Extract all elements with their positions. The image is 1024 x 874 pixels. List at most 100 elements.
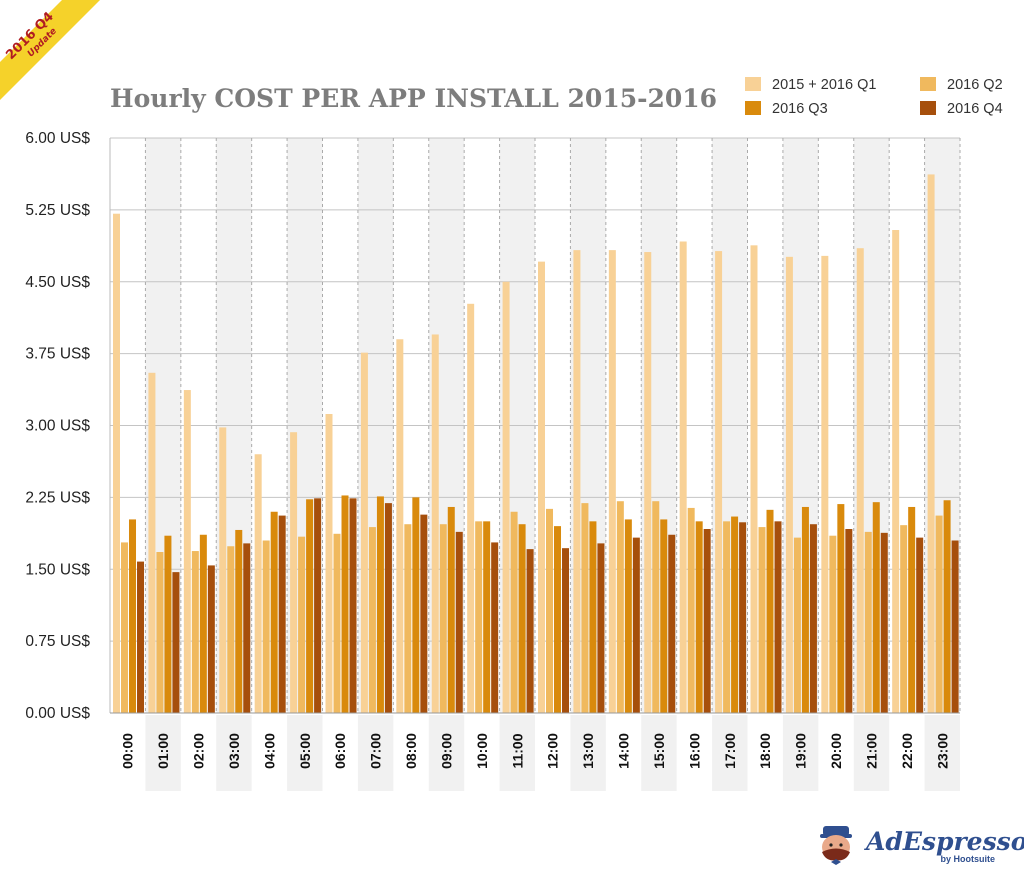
bar-2015-2016-q1-1900 [785, 256, 793, 713]
bar-2015-2016-q1-1800 [750, 245, 758, 714]
bar-2016-q2-0200 [191, 551, 199, 713]
y-tick-label: 3.75 US$ [25, 346, 90, 363]
bar-2015-2016-q1-2200 [892, 230, 900, 713]
bar-2016-q3-2100 [872, 502, 880, 713]
bar-2015-2016-q1-1100 [502, 281, 510, 713]
legend-swatch [745, 77, 761, 91]
bar-2016-q4-1600 [703, 529, 711, 713]
bar-2016-q2-0600 [333, 533, 341, 713]
x-tick-label: 12:00 [545, 733, 561, 769]
bar-2016-q2-1100 [510, 511, 518, 713]
y-tick-label: 0.75 US$ [25, 633, 90, 650]
bar-2015-2016-q1-0600 [325, 414, 333, 713]
x-tick-label: 05:00 [297, 733, 313, 769]
y-tick-label: 2.25 US$ [25, 489, 90, 506]
bar-2015-2016-q1-1700 [715, 251, 723, 714]
update-banner: 2016 Q4 Update [0, 0, 100, 100]
bar-2016-q3-1500 [660, 519, 668, 713]
bar-2016-q3-1400 [624, 519, 632, 713]
bar-2015-2016-q1-0100 [148, 372, 156, 713]
label-band-shade [570, 715, 606, 791]
label-band-shade [499, 715, 535, 791]
bar-2015-2016-q1-0900 [431, 334, 439, 713]
legend-swatch [745, 101, 761, 115]
x-tick-label: 02:00 [191, 733, 207, 769]
label-band-shade [428, 715, 465, 791]
logo-text: AdEspresso [864, 827, 1024, 856]
legend-label: 2016 Q4 [947, 101, 1003, 117]
label-band-shade [287, 715, 323, 791]
x-tick-label: 03:00 [226, 733, 242, 769]
bar-2015-2016-q1-2300 [927, 174, 935, 713]
x-tick-label: 23:00 [934, 733, 950, 769]
bar-2016-q3-0300 [235, 529, 243, 713]
bar-2016-q4-2200 [916, 537, 924, 713]
bar-2016-q3-0600 [341, 495, 349, 713]
bar-2016-q4-0900 [455, 531, 463, 713]
logo-subtext: by Hootsuite [940, 854, 995, 864]
adespresso-logo: AdEspresso by Hootsuite [820, 826, 1024, 865]
bar-2016-q4-1800 [774, 521, 782, 713]
bar-2016-q2-1000 [475, 521, 483, 713]
bar-2016-q2-1600 [687, 507, 695, 713]
bar-2016-q4-0600 [349, 498, 357, 713]
bar-2016-q2-0100 [156, 552, 164, 713]
bar-2015-2016-q1-0200 [183, 390, 191, 713]
bar-2016-q4-2000 [845, 529, 853, 713]
x-tick-label: 16:00 [686, 733, 702, 769]
legend-label: 2015 + 2016 Q1 [772, 77, 876, 93]
label-band-shade [641, 715, 677, 791]
bar-2016-q2-1500 [652, 501, 660, 713]
bar-2016-q2-2100 [864, 531, 872, 713]
x-tick-label: 01:00 [155, 733, 171, 769]
x-tick-label: 15:00 [651, 733, 667, 769]
bar-2016-q4-0100 [172, 572, 180, 713]
bar-2016-q3-1900 [801, 506, 809, 713]
bar-2016-q2-0000 [121, 542, 129, 713]
bar-2015-2016-q1-1600 [679, 241, 687, 713]
bar-2016-q4-0700 [384, 503, 392, 713]
x-tick-label: 18:00 [757, 733, 773, 769]
bar-2016-q3-1200 [554, 526, 562, 713]
bar-2016-q4-1400 [632, 537, 640, 713]
label-band-shade [357, 715, 394, 791]
bar-2015-2016-q1-2100 [856, 248, 864, 714]
bar-2016-q2-0500 [298, 536, 306, 713]
bar-2016-q2-1300 [581, 503, 589, 713]
bar-2016-q4-0000 [137, 561, 145, 713]
bar-2015-2016-q1-0400 [254, 454, 262, 713]
bar-2016-q4-1200 [562, 548, 570, 713]
y-tick-label: 6.00 US$ [25, 130, 90, 147]
y-tick-label: 4.50 US$ [25, 274, 90, 291]
bar-2016-q3-1700 [731, 516, 739, 713]
bar-2016-q2-0800 [404, 524, 412, 713]
x-tick-label: 22:00 [899, 733, 915, 769]
bar-2015-2016-q1-0700 [360, 352, 368, 713]
label-band-shade [216, 715, 252, 791]
x-tick-label: 08:00 [403, 733, 419, 769]
legend-item: 2016 Q3 [745, 101, 828, 117]
bar-2016-q2-1900 [793, 537, 801, 713]
x-tick-label: 11:00 [509, 733, 525, 768]
x-tick-label: 09:00 [438, 733, 454, 769]
label-band-shade [145, 715, 181, 791]
bar-2016-q4-2300 [951, 540, 959, 713]
bar-2016-q2-1700 [723, 521, 731, 713]
bar-2015-2016-q1-0800 [396, 339, 404, 713]
bar-2016-q2-0900 [439, 524, 447, 713]
label-band-shade [782, 715, 819, 791]
label-band-shade [924, 715, 960, 791]
legend-label: 2016 Q3 [772, 101, 828, 117]
y-tick-label: 0.00 US$ [25, 705, 90, 722]
bar-2015-2016-q1-1400 [608, 250, 616, 713]
bar-2016-q3-2000 [837, 504, 845, 713]
bar-2016-q2-1200 [546, 508, 554, 713]
bar-2016-q4-0200 [207, 565, 215, 713]
bar-2016-q3-0100 [164, 535, 172, 713]
bar-2016-q3-1300 [589, 521, 597, 713]
bar-2016-q3-0700 [376, 496, 384, 713]
bar-2016-q3-1000 [483, 521, 491, 713]
x-tick-label: 20:00 [828, 733, 844, 769]
x-tick-label: 04:00 [261, 733, 277, 769]
